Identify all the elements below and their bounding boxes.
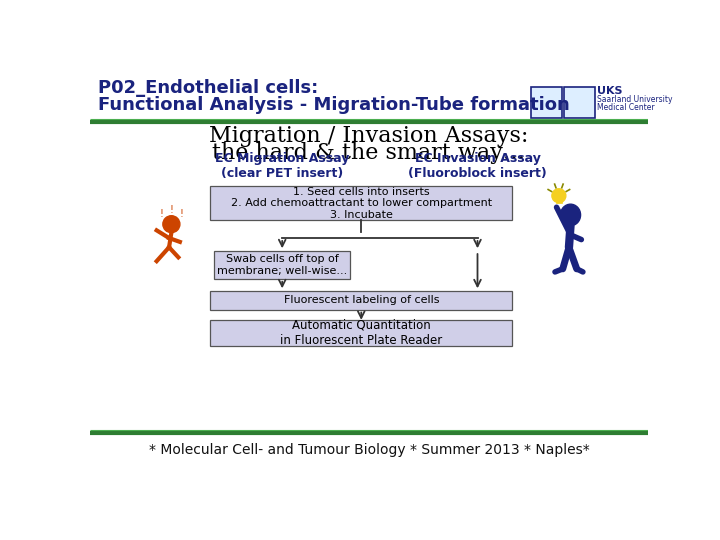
- Text: 1. Seed cells into inserts
2. Add chemoattractant to lower compartment
3. Incuba: 1. Seed cells into inserts 2. Add chemoa…: [230, 187, 492, 220]
- Circle shape: [163, 215, 180, 233]
- Text: Medical Center: Medical Center: [597, 103, 654, 112]
- FancyBboxPatch shape: [215, 251, 350, 279]
- Text: EC Invasion Assay
(Fluoroblock insert): EC Invasion Assay (Fluoroblock insert): [408, 152, 547, 180]
- Text: Automatic Quantitation
in Fluorescent Plate Reader: Automatic Quantitation in Fluorescent Pl…: [280, 319, 442, 347]
- Text: Functional Analysis - Migration-Tube formation: Functional Analysis - Migration-Tube for…: [98, 96, 570, 114]
- Text: Migration / Invasion Assays:: Migration / Invasion Assays:: [210, 125, 528, 147]
- FancyBboxPatch shape: [556, 198, 562, 202]
- Ellipse shape: [560, 204, 580, 226]
- FancyBboxPatch shape: [564, 87, 595, 118]
- FancyBboxPatch shape: [531, 87, 562, 118]
- Text: !: !: [160, 210, 163, 219]
- Text: the hard & the smart way…: the hard & the smart way…: [212, 141, 526, 164]
- Text: * Molecular Cell- and Tumour Biology * Summer 2013 * Naples*: * Molecular Cell- and Tumour Biology * S…: [148, 443, 590, 457]
- Text: P02_Endothelial cells:: P02_Endothelial cells:: [98, 79, 318, 97]
- FancyBboxPatch shape: [210, 320, 513, 346]
- Text: !: !: [169, 205, 174, 215]
- Text: !: !: [179, 210, 183, 219]
- FancyBboxPatch shape: [210, 186, 513, 220]
- Text: EC Migration Assay
(clear PET insert): EC Migration Assay (clear PET insert): [215, 152, 349, 180]
- Text: UKS: UKS: [597, 86, 622, 96]
- FancyBboxPatch shape: [210, 291, 513, 309]
- Text: Swab cells off top of
membrane; well-wise...: Swab cells off top of membrane; well-wis…: [217, 254, 347, 276]
- Circle shape: [552, 189, 566, 202]
- Text: Saarland University: Saarland University: [597, 95, 672, 104]
- Text: Fluorescent labeling of cells: Fluorescent labeling of cells: [284, 295, 439, 306]
